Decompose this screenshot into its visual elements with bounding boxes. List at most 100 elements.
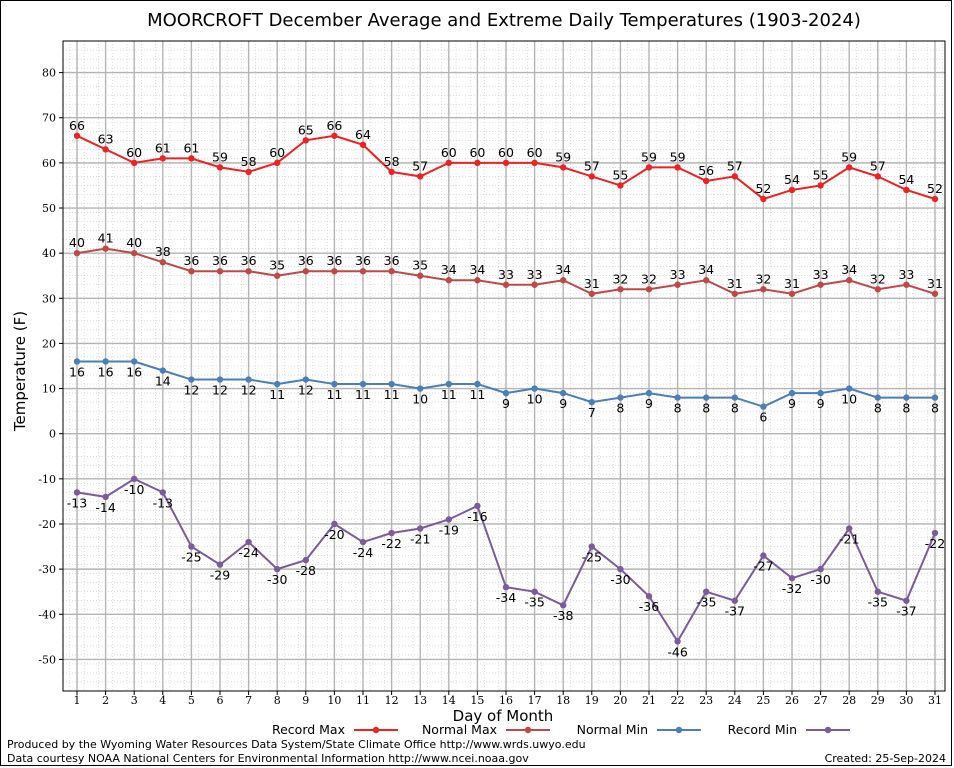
data-label: -14 [95,500,115,515]
data-point [216,164,224,171]
data-label: 34 [469,262,485,277]
footer-created-date: Created: 25-Sep-2024 [824,752,946,765]
data-point [588,543,595,550]
data-point [817,281,824,288]
data-label: 57 [870,158,886,173]
data-label: -25 [582,550,602,565]
data-label: 60 [126,145,142,160]
x-tick-label: 30 [899,694,913,707]
data-label: 12 [298,383,314,398]
data-label: 63 [98,131,114,146]
data-label: 9 [645,396,653,411]
data-point [560,389,567,397]
data-label: -20 [324,527,344,542]
data-label: 36 [355,253,371,268]
x-tick-label: 10 [327,694,341,707]
data-label: 57 [727,158,743,173]
data-point [331,132,338,139]
data-label: 64 [355,127,371,142]
data-label: 34 [555,262,571,277]
data-point [788,290,796,297]
data-point [931,195,939,203]
series-record-max: 66 63 60 61 61 59 58 60 65 66 64 58 57 60 60 60 60 59 57 55… [69,118,943,203]
data-point [588,290,595,297]
data-point [159,258,166,266]
data-point [302,137,309,144]
data-label: -35 [696,595,716,610]
data-point [731,597,738,604]
data-point [131,475,138,483]
legend-label: Normal Min [577,722,648,737]
x-tick-label: 9 [302,694,309,707]
data-label: 8 [731,401,739,416]
data-point [216,268,224,275]
data-label: 36 [326,253,342,268]
data-point [274,272,281,279]
data-point [131,249,138,257]
data-point [245,538,252,546]
data-label: 35 [269,258,285,273]
data-label: 16 [98,364,114,379]
data-point [931,290,939,297]
series-normal-min: 16 16 16 14 12 12 12 11 12 11 11 11 10 11 11 9 10 9 7 8 9 8 8 8… [69,358,939,425]
data-label: -19 [439,522,459,537]
data-point [874,394,881,401]
x-tick-label: 3 [131,694,138,707]
data-point [502,281,510,288]
x-tick-label: 11 [356,694,370,707]
data-point [245,168,252,176]
data-label: -46 [667,644,687,659]
data-point [703,588,710,595]
data-label: 59 [670,149,686,164]
data-point [216,376,224,383]
data-point [417,173,424,180]
legend: Record Max Normal Max Normal Min Record Min [272,722,850,737]
data-label: 60 [441,145,457,160]
data-label: 34 [698,262,714,277]
data-point [674,394,681,401]
data-label: 16 [69,364,85,379]
data-point [159,155,166,162]
data-point [817,565,824,573]
data-point [531,281,538,288]
y-tick-label: 20 [42,337,56,350]
data-label: -29 [210,568,230,583]
data-point [445,516,452,523]
data-label: 12 [241,383,257,398]
data-label: 66 [69,118,85,133]
data-label: 32 [755,271,771,286]
data-label: -35 [524,595,544,610]
data-point [102,358,109,365]
data-label: 61 [155,140,171,155]
data-label: 11 [441,387,457,402]
data-point [474,277,481,284]
data-label: 36 [212,253,228,268]
data-point [417,385,424,392]
y-tick-label: 80 [42,67,56,80]
y-tick-label: 50 [42,202,56,215]
data-point [645,593,653,600]
data-point [731,394,738,401]
data-label: 10 [527,392,543,407]
data-point [846,277,853,284]
data-label: 40 [126,235,142,250]
data-point [417,525,424,532]
data-point [445,159,452,167]
data-point [560,164,567,171]
data-point [788,574,796,582]
footer-data-courtesy: Data courtesy NOAA National Centers for … [7,752,529,765]
y-axis-label: Temperature (F) [11,311,29,432]
y-tick-label: 10 [42,383,56,396]
data-label: 8 [874,401,882,416]
data-point [645,286,653,293]
x-tick-label: 4 [159,694,166,707]
data-point [359,380,367,388]
data-point [245,376,252,383]
data-point [846,164,853,171]
data-label: -16 [467,509,487,524]
data-label: 40 [69,235,85,250]
data-label: -32 [782,581,802,596]
data-label: 11 [384,387,400,402]
